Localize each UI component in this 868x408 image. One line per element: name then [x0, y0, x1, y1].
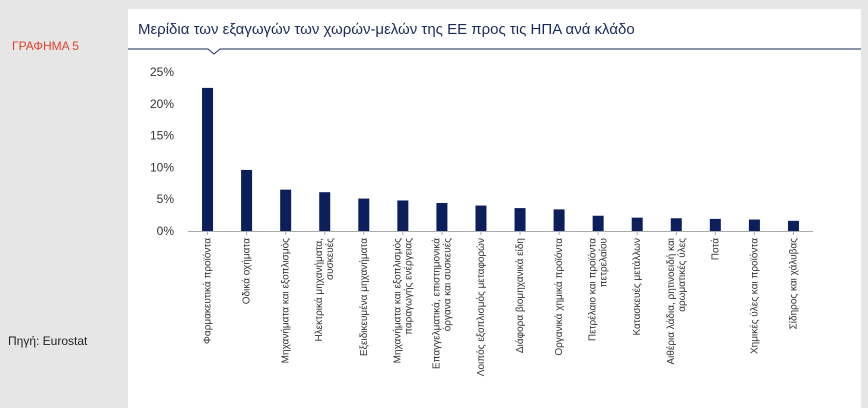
x-tick-label-line: Ποτά: [709, 238, 721, 260]
y-tick-label: 15%: [150, 129, 174, 143]
x-tick-label: Φαρμακευτικά προϊόντα: [202, 238, 214, 344]
x-tick-label: Αιθέρια λάδια, ρητινοειδή καιαρωματικές …: [665, 238, 688, 365]
y-tick-label: 5%: [157, 192, 175, 206]
x-tick-label-line: Μηχανήματα και εξοπλισμός: [280, 238, 292, 363]
x-tick-label: Διάφορα βιομηχανικά είδη: [514, 238, 526, 353]
x-tick-label: Κατασκευές μετάλλων: [631, 238, 643, 336]
x-tick-label-line: πετρελαίου: [598, 238, 610, 287]
x-tick-label-line: Μηχανήματα και εξοπλισμός: [391, 238, 403, 363]
bar: [475, 205, 487, 231]
x-tick-label: Εξειδικευμένα μηχανήματα: [358, 238, 370, 356]
bar-chart: 0% 5% 10% 15% 20% 25% Φαρμακευτικά προϊόντα Οδι…: [150, 65, 813, 376]
bar: [514, 208, 526, 231]
left-column: ΓΡΑΦΗΜΑ 5 Πηγή: Eurostat: [0, 0, 118, 408]
x-tick-label: Ηλεκτρικά μηχανήματα,συσκευές: [313, 238, 336, 342]
x-tick-label-line: Αιθέρια λάδια, ρητινοειδή και: [665, 238, 677, 365]
x-tick-label: Ποτά: [709, 238, 721, 260]
bar: [748, 219, 760, 231]
x-tick-label-line: Διάφορα βιομηχανικά είδη: [514, 238, 526, 353]
bar: [631, 217, 643, 231]
x-tick-label-line: παραγωγής ενέργειας: [402, 238, 414, 335]
x-tick-label: Οδικά οχήματα: [241, 238, 253, 304]
bar: [358, 198, 370, 231]
x-tick-label-line: Σίδηρος και χάλυβας: [787, 238, 799, 330]
x-tick-label: Μηχανήματα και εξοπλισμός: [280, 238, 292, 363]
x-tick-label-line: όργανα και συσκευές: [441, 238, 453, 331]
chart-title: Μερίδια των εξαγωγών των χωρών-μελών της…: [138, 21, 635, 38]
x-tick-label: Μηχανήματα και εξοπλισμόςπαραγωγής ενέργ…: [391, 238, 414, 363]
x-tick-label-line: Οργανικά χημικά προϊόντα: [553, 238, 565, 356]
x-tick-label-line: Οδικά οχήματα: [241, 238, 253, 304]
bar: [241, 169, 253, 231]
x-tick-label-line: Κατασκευές μετάλλων: [631, 238, 643, 336]
bar: [436, 203, 448, 231]
x-tick-label-line: Επαγγελματικά, επιστημονικά: [430, 238, 442, 369]
bar: [670, 218, 682, 231]
bar: [202, 87, 214, 232]
chart-panel: Μερίδια των εξαγωγών των χωρών-μελών της…: [128, 9, 861, 408]
y-tick-label: 0%: [157, 224, 175, 238]
x-tick-label-line: συσκευές: [324, 238, 336, 280]
bar: [592, 215, 604, 231]
source-note: Πηγή: Eurostat: [8, 334, 88, 348]
x-tick-label: Λοιπός εξοπλισμός μεταφορών: [475, 238, 487, 376]
bar: [787, 220, 799, 231]
title-underline: [128, 48, 861, 55]
x-tick-label: Επαγγελματικά, επιστημονικάόργανα και συ…: [430, 238, 453, 369]
x-tick-label-line: Εξειδικευμένα μηχανήματα: [358, 238, 370, 356]
figure-label: ΓΡΑΦΗΜΑ 5: [12, 39, 79, 53]
bar: [319, 192, 331, 231]
x-tick-label: Οργανικά χημικά προϊόντα: [553, 238, 565, 356]
y-tick-label: 10%: [150, 160, 174, 174]
bar: [553, 209, 565, 231]
x-tick-label: Σίδηρος και χάλυβας: [787, 238, 799, 330]
x-tick-label: Πετρέλαιο και προϊόνταπετρελαίου: [587, 238, 610, 341]
x-tick-label-line: Χημικές ύλες και προϊόντα: [748, 238, 760, 354]
y-tick-label: 25%: [150, 65, 174, 79]
x-tick-label-line: Φαρμακευτικά προϊόντα: [202, 238, 214, 344]
x-tick-label: Χημικές ύλες και προϊόντα: [748, 238, 760, 354]
y-tick-label: 20%: [150, 97, 174, 111]
x-tick-label-line: Ηλεκτρικά μηχανήματα,: [313, 238, 325, 342]
bar: [280, 189, 292, 231]
x-tick-label-line: αρωματικές ύλες: [676, 238, 688, 312]
x-tick-label-line: Λοιπός εξοπλισμός μεταφορών: [475, 238, 487, 376]
bar: [709, 218, 721, 231]
bar: [397, 200, 409, 231]
x-tick-label-line: Πετρέλαιο και προϊόντα: [587, 238, 599, 341]
